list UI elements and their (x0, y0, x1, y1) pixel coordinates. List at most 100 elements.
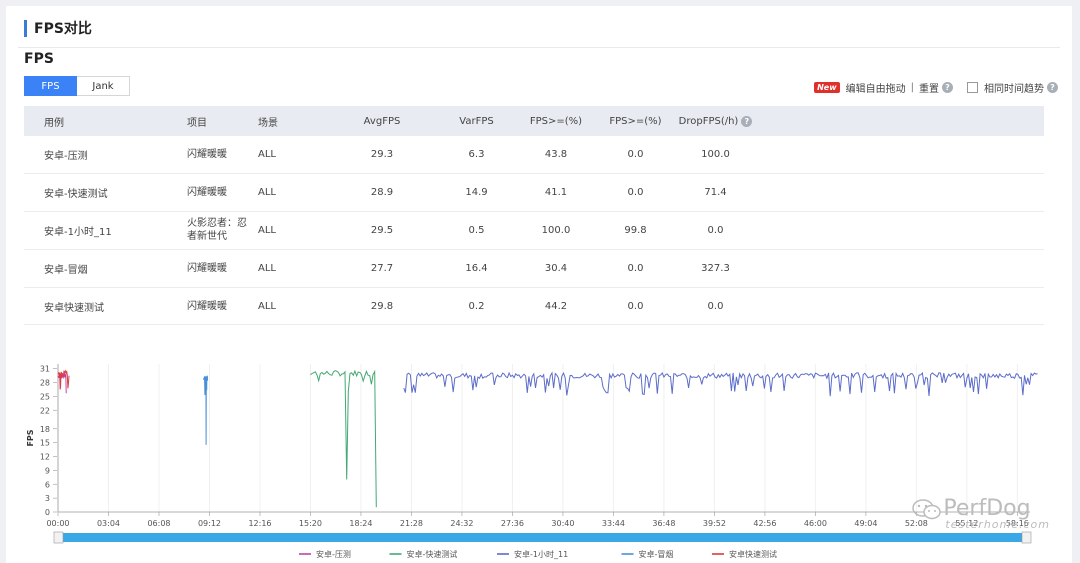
section-title: FPS (24, 51, 54, 67)
fps-summary-table: 用例 项目 场景 AvgFPS VarFPS FPS>=(%) FPS>=(%)… (24, 106, 1044, 326)
new-badge: New (814, 82, 840, 93)
x-tick-label: 18:24 (349, 519, 372, 528)
toolbar-separator: | (910, 82, 914, 93)
x-tick-label: 21:28 (400, 519, 423, 528)
cell-fps-ge-2: 0.0 (595, 249, 676, 288)
y-tick-label: 28 (40, 379, 50, 388)
y-tick-label: 6 (45, 480, 50, 489)
x-tick-label: 27:36 (501, 519, 524, 528)
y-axis-label: FPS (26, 429, 35, 446)
x-tick-label: 06:08 (147, 519, 170, 528)
x-tick-label: 09:12 (198, 519, 221, 528)
legend-item[interactable]: 安卓-1小时_11 (514, 549, 568, 559)
col-header-scene: 场景 (258, 106, 328, 136)
cell-varfps: 0.2 (436, 287, 517, 326)
x-tick-label: 55:12 (955, 519, 978, 528)
cell-varfps: 6.3 (436, 136, 517, 175)
legend-item[interactable]: 安卓-冒烟 (639, 549, 674, 559)
tab-jank[interactable]: Jank (77, 76, 130, 96)
series-line (310, 369, 377, 508)
cell-case: 安卓-压测 (24, 136, 187, 175)
x-tick-label: 30:40 (551, 519, 574, 528)
x-tick-label: 46:00 (804, 519, 827, 528)
help-icon[interactable]: ? (942, 82, 953, 93)
col-header-case: 用例 (24, 106, 187, 136)
wechat-logo-icon (912, 498, 942, 519)
cell-scene: ALL (258, 249, 328, 288)
y-tick-label: 12 (40, 453, 50, 462)
range-slider-track (58, 533, 1030, 542)
y-tick-label: 3 (45, 494, 50, 503)
cell-scene: ALL (258, 173, 328, 213)
help-icon[interactable]: ? (741, 115, 753, 127)
y-tick-label: 22 (40, 406, 50, 415)
cell-project: 闪耀暖暖 (187, 136, 258, 175)
cell-project: 闪耀暖暖 (187, 287, 258, 326)
col-header-varfps: VarFPS (436, 106, 517, 136)
col-header-project: 项目 (187, 106, 258, 136)
cell-avgfps: 27.7 (328, 249, 436, 288)
x-tick-label: 00:00 (46, 519, 69, 528)
header-divider (18, 47, 1060, 48)
cell-case: 安卓-1小时_11 (24, 211, 187, 250)
header-accent-bar (24, 19, 27, 37)
cell-dropfps: 0.0 (676, 287, 755, 326)
x-tick-label: 36:48 (652, 519, 675, 528)
edit-drag-link[interactable]: 编辑自由拖动 (845, 84, 906, 95)
x-tick-label: 12:16 (248, 519, 271, 528)
x-tick-label: 15:20 (299, 519, 322, 528)
legend-item[interactable]: 安卓-快速测试 (407, 549, 458, 559)
x-tick-label: 49:04 (854, 519, 877, 528)
x-tick-label: 33:44 (602, 519, 625, 528)
help-icon[interactable]: ? (1047, 82, 1058, 93)
cell-project: 闪耀暖暖 (187, 173, 258, 213)
metric-tabs: FPS Jank (24, 76, 130, 96)
y-tick-label: 18 (40, 425, 50, 434)
table-row: 安卓-冒烟 闪耀暖暖 ALL 27.7 16.4 30.4 0.0 327.3 (24, 249, 1044, 288)
watermark-text: PerfDog (943, 496, 1031, 521)
series-line (57, 369, 70, 390)
cell-fps-ge-1: 30.4 (517, 249, 595, 288)
col-header-avgfps: AvgFPS (328, 106, 436, 136)
cell-project: 闪耀暖暖 (187, 249, 258, 288)
chart-toolbar: New 编辑自由拖动 | 重置 ? 相同时间趋势 ? (814, 80, 1058, 95)
reset-button[interactable]: 重置 (919, 84, 939, 95)
table-row: 安卓-快速测试 闪耀暖暖 ALL 28.9 14.9 41.1 0.0 71.4 (24, 173, 1044, 213)
y-tick-label: 15 (40, 439, 50, 448)
cell-scene: ALL (258, 211, 328, 250)
range-slider-handle-right[interactable] (1021, 531, 1032, 544)
same-time-trend-label: 相同时间趋势 (984, 84, 1044, 95)
cell-dropfps: 71.4 (676, 173, 755, 213)
cell-scene: ALL (258, 287, 328, 326)
x-tick-label: 39:52 (703, 519, 726, 528)
cell-fps-ge-1: 41.1 (517, 173, 595, 213)
cell-varfps: 16.4 (436, 249, 517, 288)
watermark-subtext: testerhome.com (945, 518, 1050, 531)
cell-avgfps: 29.5 (328, 211, 436, 250)
cell-spacer (755, 249, 1044, 288)
y-tick-label: 25 (40, 392, 50, 401)
cell-avgfps: 29.3 (328, 136, 436, 175)
legend-item[interactable]: 安卓-压测 (316, 549, 351, 559)
col-header-dropfps: DropFPS(/h)? (676, 106, 755, 136)
table-header-row: 用例 项目 场景 AvgFPS VarFPS FPS>=(%) FPS>=(%)… (24, 106, 1044, 136)
fps-line-chart: FPS 0 3 6 9 12 15 18 22 25 28 31 00:00 03:04 06:08 09:1… (26, 364, 1038, 559)
x-tick-label: 58:16 (1006, 519, 1029, 528)
series-line (203, 375, 209, 445)
cell-fps-ge-1: 43.8 (517, 136, 595, 175)
cell-dropfps: 0.0 (676, 211, 755, 250)
x-tick-label: 42:56 (753, 519, 776, 528)
col-header-spacer (755, 106, 1044, 136)
cell-case: 安卓快速测试 (24, 287, 187, 326)
range-slider-handle-left[interactable] (53, 531, 64, 544)
page-title: FPS对比 (34, 21, 92, 37)
x-tick-label: 03:04 (97, 519, 120, 528)
col-header-fps-ge-1: FPS>=(%) (517, 106, 595, 136)
table-row: 安卓-1小时_11 火影忍者：忍者新世代 ALL 29.5 0.5 100.0 99.8 0.… (24, 211, 1044, 250)
tab-fps[interactable]: FPS (24, 76, 77, 96)
same-time-trend-checkbox[interactable] (967, 82, 978, 93)
legend-item[interactable]: 安卓快速测试 (729, 549, 777, 559)
cell-spacer (755, 211, 1044, 250)
cell-avgfps: 28.9 (328, 173, 436, 213)
cell-scene: ALL (258, 136, 328, 175)
